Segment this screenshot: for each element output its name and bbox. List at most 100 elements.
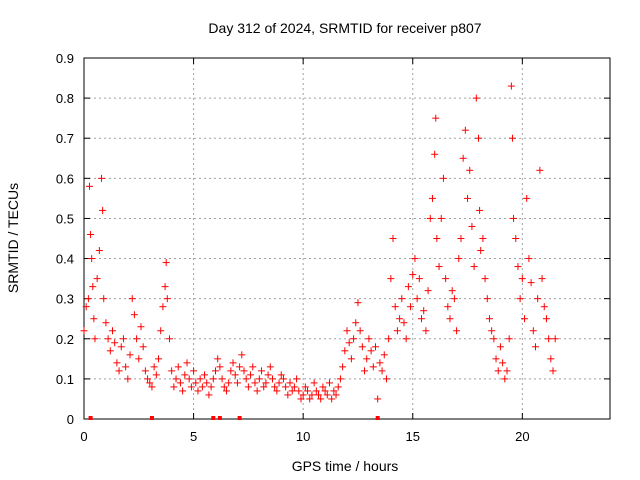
data-point [387,275,395,283]
x-tick-label: 20 [515,429,529,444]
data-point [222,387,230,395]
data-point [286,379,294,387]
data-point [483,295,491,303]
data-point [407,303,415,311]
data-point [98,174,106,182]
data-point [413,295,421,303]
data-point [516,295,524,303]
data-point [496,343,504,351]
data-point [119,335,127,343]
data-point [542,315,550,323]
data-point [402,335,410,343]
data-point [308,391,316,399]
data-point [422,327,430,335]
data-point [179,387,187,395]
data-point [356,327,364,335]
data-point [100,295,108,303]
data-point [279,375,287,383]
data-point [396,315,404,323]
zero-marker [375,416,380,420]
data-point [139,343,147,351]
data-point [361,367,369,375]
zero-marker [237,416,242,420]
data-point [510,214,518,222]
data-point [376,359,384,367]
data-point [80,327,88,335]
data-point [115,367,123,375]
y-tick-label: 0.1 [56,372,74,387]
data-point [382,375,390,383]
data-point [503,367,511,375]
data-point [111,339,119,347]
data-point [512,235,520,242]
data-point [527,279,535,287]
data-point [146,379,154,387]
data-point [251,379,259,387]
y-tick-label: 0.9 [56,51,74,66]
data-point [389,235,397,242]
data-point [271,383,279,391]
data-point [297,395,305,403]
data-point [168,367,176,375]
data-point [227,367,235,375]
data-point [369,363,377,371]
data-point [220,383,228,391]
y-tick-label: 0.3 [56,292,74,307]
data-point [260,383,268,391]
data-point [113,359,121,367]
data-point [253,387,261,395]
data-point [137,323,145,331]
data-point [130,311,138,319]
data-point [144,375,152,383]
data-point [312,387,320,395]
data-point [231,371,239,379]
data-point [258,367,266,375]
data-point [106,347,114,355]
data-point [358,343,366,351]
data-point [521,315,529,323]
data-point [393,327,401,335]
data-point [330,387,338,395]
y-tick-label: 0.5 [56,211,74,226]
data-point [155,355,163,363]
data-point [352,319,360,327]
data-point [135,355,143,363]
data-point [354,299,362,307]
data-point [264,371,272,379]
data-point [262,379,270,387]
data-point [293,375,301,383]
data-point [225,379,233,387]
data-point [477,247,485,255]
data-point [216,363,224,371]
data-point [172,375,180,383]
zero-marker [88,416,93,420]
data-point [205,391,213,399]
y-axis-label: SRMTID / TECUs [5,183,21,293]
data-point [192,379,200,387]
data-point [336,375,344,383]
y-tick-label: 0.8 [56,91,74,106]
data-point [306,395,314,403]
data-point [442,275,450,283]
data-point [315,391,323,399]
data-point [240,367,248,375]
data-point [507,82,515,90]
y-tick-label: 0.4 [56,252,74,267]
data-point [459,154,467,162]
data-point [277,371,285,379]
data-point [475,134,482,142]
data-point [378,367,386,375]
data-point [461,126,469,134]
data-point [323,391,331,399]
data-point [424,287,432,295]
data-point [95,247,103,255]
data-point [400,319,408,327]
y-tick-label: 0.2 [56,332,74,347]
data-point [161,283,169,291]
data-point [531,343,539,351]
data-point [185,375,193,383]
data-point [288,387,296,395]
data-point [268,375,276,383]
data-point [505,335,513,343]
data-point [350,335,358,343]
